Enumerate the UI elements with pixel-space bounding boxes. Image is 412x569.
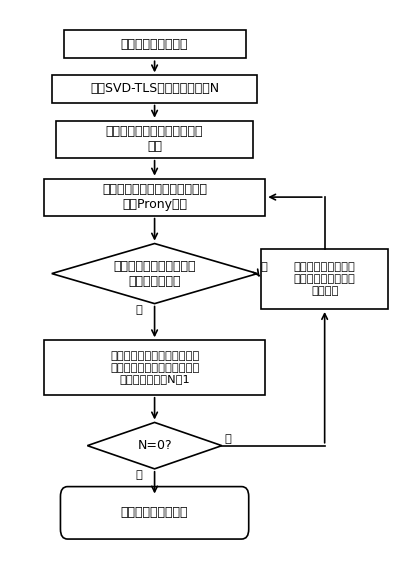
Text: 否: 否 xyxy=(224,434,231,444)
FancyBboxPatch shape xyxy=(44,179,265,216)
Text: N=0?: N=0? xyxy=(137,439,172,452)
Text: 测量去极化电流数据: 测量去极化电流数据 xyxy=(121,38,188,51)
Text: 输出辨识的支路信息: 输出辨识的支路信息 xyxy=(121,506,188,519)
Polygon shape xyxy=(52,244,258,304)
Text: 判断拟合结果中是否有满
足要求的支路？: 判断拟合结果中是否有满 足要求的支路？ xyxy=(113,259,196,287)
FancyBboxPatch shape xyxy=(52,75,258,102)
Text: 否: 否 xyxy=(260,262,267,272)
Text: 从原数据中减去满足要求的支
路，支路信息代入公式辨识支
路参数，支路数N减1: 从原数据中减去满足要求的支 路，支路信息代入公式辨识支 路参数，支路数N减1 xyxy=(110,351,199,384)
FancyBboxPatch shape xyxy=(44,340,265,395)
Polygon shape xyxy=(87,422,222,469)
FancyBboxPatch shape xyxy=(56,121,253,158)
FancyBboxPatch shape xyxy=(63,30,246,59)
Text: 利用确定的采样间隔间隔进行第
一次Prony拟合: 利用确定的采样间隔间隔进行第 一次Prony拟合 xyxy=(102,183,207,211)
FancyBboxPatch shape xyxy=(261,249,388,309)
Text: 利用SVD-TLS方法确定支路数N: 利用SVD-TLS方法确定支路数N xyxy=(90,83,219,96)
FancyBboxPatch shape xyxy=(61,486,249,539)
Text: 上一次采样间隔减去
步进采样间隔确定新
采样间隔: 上一次采样间隔减去 步进采样间隔确定新 采样间隔 xyxy=(294,262,356,296)
Text: 确定初始采样间隔和步进采样
间隔: 确定初始采样间隔和步进采样 间隔 xyxy=(106,125,204,153)
Text: 是: 是 xyxy=(135,305,142,315)
Text: 是: 是 xyxy=(135,471,142,480)
